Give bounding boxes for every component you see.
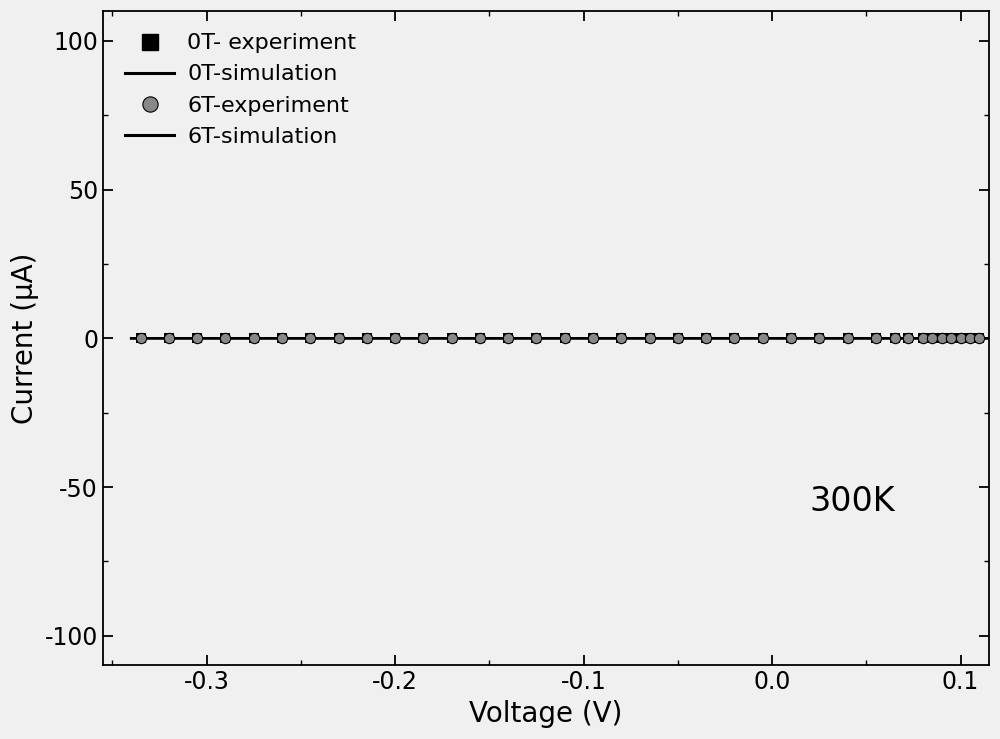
Point xyxy=(557,333,573,344)
Point xyxy=(887,333,903,344)
Point xyxy=(962,333,978,344)
Point xyxy=(444,333,460,344)
Point xyxy=(415,333,431,344)
Point xyxy=(133,333,149,344)
Point xyxy=(472,333,488,344)
Point xyxy=(528,333,544,344)
Point xyxy=(840,333,856,344)
Point xyxy=(585,333,601,344)
Point xyxy=(726,333,742,344)
Point xyxy=(359,333,375,344)
Point xyxy=(783,333,799,344)
Point xyxy=(900,333,916,344)
Point xyxy=(924,333,940,344)
Point xyxy=(915,333,931,344)
Y-axis label: Current (μA): Current (μA) xyxy=(11,253,39,424)
Point xyxy=(387,333,403,344)
Text: 300K: 300K xyxy=(810,486,895,518)
Point xyxy=(887,333,903,344)
Point xyxy=(868,333,884,344)
Point xyxy=(331,333,347,344)
Point xyxy=(943,333,959,344)
Point xyxy=(915,333,931,344)
Point xyxy=(189,333,205,344)
Point xyxy=(415,333,431,344)
Point xyxy=(302,333,318,344)
Point xyxy=(811,333,827,344)
Point xyxy=(161,333,177,344)
Point xyxy=(387,333,403,344)
Point xyxy=(670,333,686,344)
Point xyxy=(613,333,629,344)
Point xyxy=(133,333,149,344)
Point xyxy=(962,333,978,344)
Point xyxy=(811,333,827,344)
Point xyxy=(953,333,969,344)
Point xyxy=(246,333,262,344)
Point xyxy=(755,333,771,344)
Point xyxy=(840,333,856,344)
Point xyxy=(528,333,544,344)
Point xyxy=(500,333,516,344)
Point xyxy=(161,333,177,344)
Point xyxy=(189,333,205,344)
X-axis label: Voltage (V): Voltage (V) xyxy=(469,700,623,728)
Point xyxy=(726,333,742,344)
Legend: 0T- experiment, 0T-simulation, 6T-experiment, 6T-simulation: 0T- experiment, 0T-simulation, 6T-experi… xyxy=(114,22,367,158)
Point xyxy=(246,333,262,344)
Point xyxy=(934,333,950,344)
Point xyxy=(444,333,460,344)
Point xyxy=(900,333,916,344)
Point xyxy=(613,333,629,344)
Point xyxy=(670,333,686,344)
Point xyxy=(585,333,601,344)
Point xyxy=(331,333,347,344)
Point xyxy=(943,333,959,344)
Point xyxy=(642,333,658,344)
Point xyxy=(934,333,950,344)
Point xyxy=(953,333,969,344)
Point xyxy=(359,333,375,344)
Point xyxy=(755,333,771,344)
Point xyxy=(274,333,290,344)
Point xyxy=(557,333,573,344)
Point xyxy=(868,333,884,344)
Point xyxy=(971,333,987,344)
Point xyxy=(217,333,233,344)
Point xyxy=(698,333,714,344)
Point xyxy=(217,333,233,344)
Point xyxy=(698,333,714,344)
Point xyxy=(642,333,658,344)
Point xyxy=(971,333,987,344)
Point xyxy=(302,333,318,344)
Point xyxy=(472,333,488,344)
Point xyxy=(500,333,516,344)
Point xyxy=(924,333,940,344)
Point xyxy=(274,333,290,344)
Point xyxy=(783,333,799,344)
